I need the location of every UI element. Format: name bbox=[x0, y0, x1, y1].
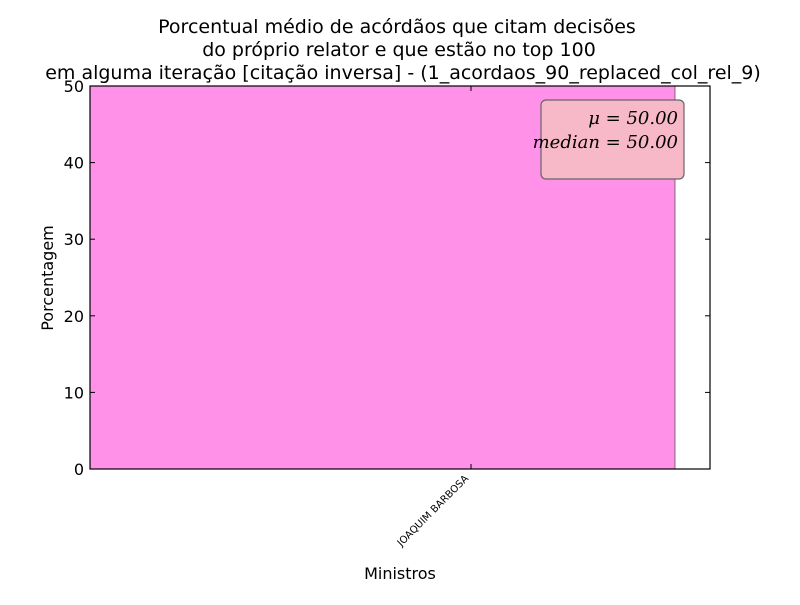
stats-box bbox=[540, 99, 685, 180]
chart-title-line-1: Porcentual médio de acórdãos que citam d… bbox=[158, 16, 636, 38]
y-tick-label-2: 20 bbox=[64, 307, 84, 326]
chart-title-line-2: do próprio relator e que estão no top 10… bbox=[202, 39, 596, 61]
y-tick-label-3: 30 bbox=[64, 230, 84, 249]
y-tick-label-1: 10 bbox=[64, 383, 84, 402]
x-axis-label: Ministros bbox=[364, 564, 436, 583]
y-axis-label: Porcentagem bbox=[38, 225, 57, 331]
stats-mean: μ = 50.00 bbox=[588, 108, 678, 129]
y-tick-label-0: 0 bbox=[74, 460, 84, 479]
y-tick-label-4: 40 bbox=[64, 154, 84, 173]
stats-median: median = 50.00 bbox=[533, 132, 678, 153]
y-tick-label-5: 50 bbox=[64, 77, 84, 96]
stats-annotation: μ = 50.00 median = 50.00 bbox=[533, 99, 685, 180]
chart-title-line-3: em alguma iteração [citação inversa] - (… bbox=[45, 62, 761, 84]
x-tick-label-0: JOAQUIM BARBOSA bbox=[395, 473, 471, 549]
axes-frame bbox=[89, 85, 711, 470]
